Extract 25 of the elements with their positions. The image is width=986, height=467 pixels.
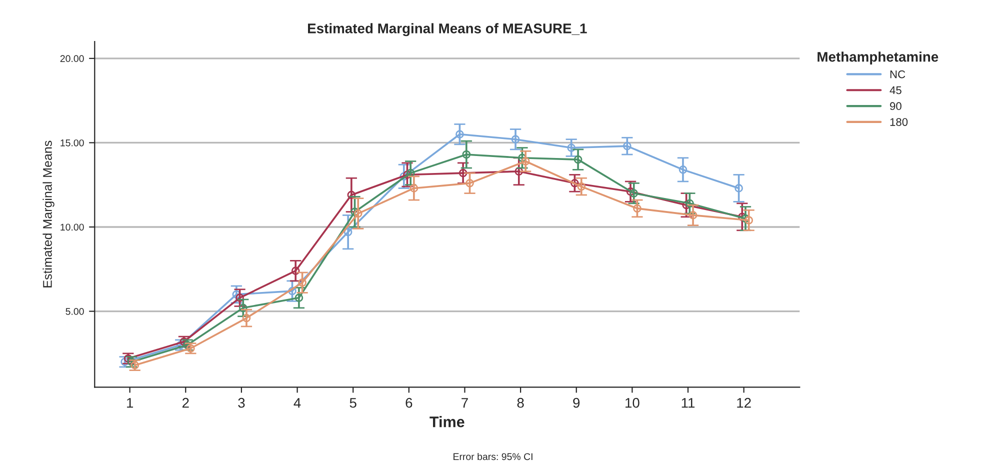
- y-axis-title: Estimated Marginal Means: [42, 140, 54, 288]
- x-tick-label: 5: [350, 398, 356, 408]
- x-tick-label: 9: [573, 398, 580, 408]
- legend-label: 180: [890, 118, 908, 126]
- x-tick-label: 7: [462, 398, 468, 408]
- x-tick-label: 6: [406, 398, 412, 408]
- y-tick-label: 10.00: [60, 224, 84, 231]
- x-tick-label: 8: [517, 398, 524, 408]
- legend-label: 45: [890, 86, 902, 94]
- x-tick-label: 2: [182, 398, 189, 408]
- x-tick-label: 4: [294, 398, 301, 408]
- chart-title: Estimated Marginal Means of MEASURE_1: [308, 23, 587, 36]
- x-tick-label: 11: [682, 398, 695, 408]
- text: Error bars: 95% CI: [454, 452, 532, 460]
- x-axis-title: Time: [430, 416, 464, 428]
- x-tick-label: 12: [737, 398, 751, 408]
- y-tick-label: 15.00: [60, 139, 84, 146]
- y-tick-label: 5.00: [66, 308, 84, 315]
- x-tick-label: 1: [127, 398, 134, 408]
- x-tick-label: 3: [238, 398, 245, 408]
- legend-label: 90: [890, 102, 902, 110]
- legend-label: NC: [890, 70, 906, 78]
- legend-title: Methamphetamine: [818, 52, 938, 65]
- y-tick-label: 20.00: [60, 55, 84, 62]
- x-tick-label: 10: [626, 398, 640, 408]
